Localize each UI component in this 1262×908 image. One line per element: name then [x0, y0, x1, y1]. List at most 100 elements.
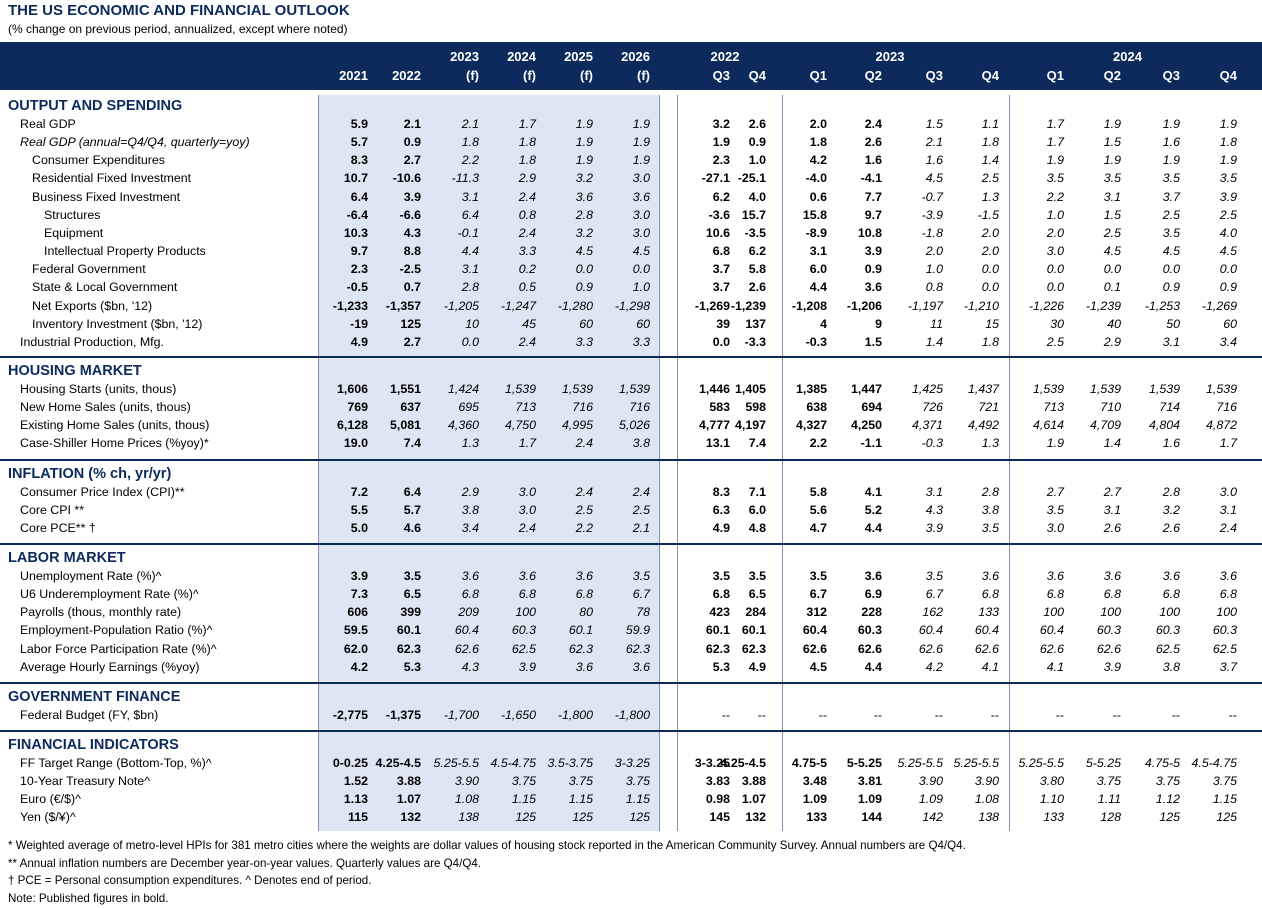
table-cell: 1.3: [981, 189, 999, 204]
table-cell: 6.8: [1162, 587, 1180, 602]
table-cell: 1.15: [568, 792, 593, 807]
table-cell: 4.75-5: [1144, 756, 1180, 770]
table-cell: 4,360: [447, 418, 479, 433]
row-label: Net Exports ($bn, '12): [32, 298, 153, 313]
table-cell: 3.8: [981, 503, 999, 518]
table-cell: 5.25-5.5: [953, 756, 999, 770]
table-cell: 1.15: [1212, 792, 1237, 807]
table-cell: 2.1: [403, 117, 421, 131]
table-cell: -0.3: [805, 334, 827, 349]
table-cell: 3.75: [625, 774, 650, 789]
header-bottom-3: (f): [523, 68, 536, 83]
table-cell: 0.9: [748, 135, 766, 150]
table-cell: 1.08: [974, 792, 999, 807]
table-cell: 209: [458, 605, 479, 620]
row-label: Federal Government: [32, 262, 146, 277]
row-label: Business Fixed Investment: [32, 189, 181, 204]
table-cell: 3.1: [1162, 334, 1180, 349]
table-cell: 1.9: [1219, 117, 1237, 131]
table-cell: 3.0: [518, 485, 536, 499]
table-cell: 4,804: [1148, 418, 1180, 433]
table-cell: 5.8: [748, 262, 766, 277]
table-cell: 125: [572, 810, 593, 825]
table-cell: 60.4: [974, 623, 999, 638]
table-cell: 6.8: [1219, 587, 1237, 602]
table-cell: 60.4: [454, 623, 479, 638]
table-cell: 3.9: [518, 659, 536, 674]
table-cell: 1.9: [632, 117, 650, 131]
table-cell: 162: [922, 605, 943, 620]
table-cell: 3.1: [1219, 503, 1237, 518]
table-cell: 62.6: [1096, 641, 1121, 656]
table-cell: 0.7: [403, 280, 421, 295]
table-cell: 2.6: [1103, 521, 1121, 536]
table-cell: 1.9: [1046, 153, 1064, 168]
table-cell: 10.7: [343, 171, 368, 186]
table-cell: 7.7: [864, 189, 882, 204]
table-cell: 2.7: [1103, 485, 1121, 499]
table-cell: 62.3: [705, 641, 730, 656]
row-label: Consumer Expenditures: [32, 153, 165, 168]
table-cell: 1.8: [981, 135, 999, 150]
table-cell: 1,606: [336, 382, 368, 396]
table-cell: 1.9: [1162, 153, 1180, 168]
table-cell: --: [990, 708, 999, 722]
table-cell: 60.4: [802, 623, 827, 638]
table-cell: 62.5: [1212, 641, 1237, 656]
table-cell: -1,208: [791, 298, 827, 313]
row-label: Structures: [44, 207, 101, 222]
table-cell: 2.0: [809, 117, 827, 131]
table-cell: 1.0: [1046, 207, 1064, 222]
table-cell: 2.1: [925, 135, 943, 150]
table-cell: 4,371: [911, 418, 943, 433]
header-top-3: 2024: [507, 49, 536, 64]
table-cell: 144: [861, 810, 882, 825]
table-cell: 3.8: [461, 503, 479, 518]
table-cell: 62.3: [625, 641, 650, 656]
row-label: Euro (€/$)^: [20, 792, 81, 807]
table-cell: 0.0: [1219, 262, 1237, 277]
table-cell: 1,539: [1089, 382, 1121, 396]
table-cell: 1.7: [1046, 117, 1064, 131]
row-label: Intellectual Property Products: [44, 244, 206, 259]
table-cell: 4.5: [1103, 244, 1121, 259]
table-cell: 2.4: [1219, 521, 1237, 536]
table-cell: 19.0: [343, 436, 368, 451]
header-bottom-10: Q3: [925, 68, 943, 83]
table-cell: 0.0: [712, 334, 730, 349]
table-cell: 4.4: [809, 280, 827, 295]
table-cell: 6.8: [461, 587, 479, 602]
table-cell: 4.9: [712, 521, 730, 536]
table-cell: 1.9: [1219, 153, 1237, 168]
table-cell: 50: [1166, 316, 1180, 331]
table-cell: 6.3: [712, 503, 730, 518]
table-cell: 3.48: [802, 774, 827, 789]
table-cell: 1.15: [625, 792, 650, 807]
table-cell: 1,437: [967, 382, 999, 396]
table-cell: 0-0.25: [332, 756, 368, 770]
table-cell: -1,205: [443, 298, 479, 313]
table-cell: 2.8: [981, 485, 999, 499]
table-cell: 3.5: [748, 569, 766, 583]
table-cell: 1.9: [1046, 436, 1064, 451]
table-cell: 695: [458, 400, 479, 415]
table-cell: 6.5: [403, 587, 421, 602]
column-divider: [318, 95, 319, 831]
table-cell: 9: [875, 316, 882, 331]
table-cell: 5.2: [864, 503, 882, 518]
table-cell: 15: [985, 316, 999, 331]
table-cell: 3.1: [809, 244, 827, 259]
table-cell: 4.5: [1162, 244, 1180, 259]
table-cell: 3.6: [1103, 569, 1121, 583]
table-cell: 2.6: [748, 117, 766, 131]
header-top-5: 2026: [621, 49, 650, 64]
table-cell: 3.7: [712, 262, 730, 277]
table-cell: 2.4: [518, 334, 536, 349]
table-cell: -1,239: [1085, 298, 1121, 313]
table-cell: 5.3: [403, 659, 421, 674]
table-cell: 13.1: [705, 436, 730, 451]
table-cell: 6.8: [1103, 587, 1121, 602]
table-cell: 62.6: [802, 641, 827, 656]
table-cell: 4,614: [1032, 418, 1064, 433]
table-cell: --: [721, 708, 730, 722]
